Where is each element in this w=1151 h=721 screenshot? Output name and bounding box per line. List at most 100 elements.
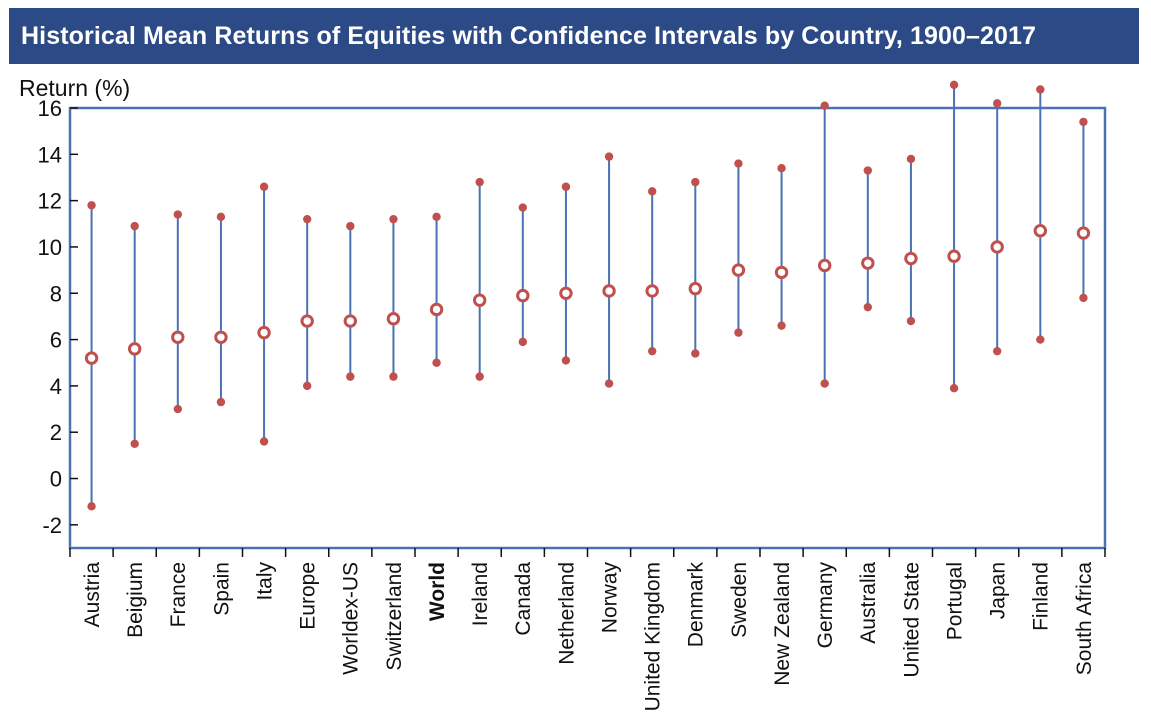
upper-bound-point xyxy=(432,212,441,222)
plot-frame xyxy=(68,106,1107,550)
upper-bound-point xyxy=(1036,85,1045,94)
upper-bound-point xyxy=(734,159,743,168)
x-tick-label: Norway xyxy=(598,562,621,634)
upper-bound-point xyxy=(691,177,700,187)
y-tick-label: -2 xyxy=(42,513,62,538)
mean-point xyxy=(84,351,99,365)
mean-point xyxy=(731,263,746,277)
mean-point xyxy=(429,302,444,317)
upper-bound-point xyxy=(820,101,829,110)
mean-point xyxy=(300,314,314,328)
y-tick-label: 14 xyxy=(38,142,62,167)
mean-point xyxy=(990,240,1004,254)
lower-bound-point xyxy=(820,379,829,388)
lower-bound-point xyxy=(130,439,139,448)
x-tick-label: France xyxy=(167,562,190,627)
lower-bound-point xyxy=(647,346,657,356)
upper-bound-point xyxy=(130,221,139,231)
chart-title-bar: Historical Mean Returns of Equities with… xyxy=(9,8,1139,64)
lower-bound-point xyxy=(518,337,528,347)
mean-point xyxy=(1033,224,1048,238)
mean-point xyxy=(559,286,573,300)
upper-bound-point xyxy=(906,154,916,164)
x-tick-label: Canada xyxy=(512,562,535,636)
chart-title: Historical Mean Returns of Equities with… xyxy=(21,21,1037,50)
upper-bound-point xyxy=(1079,117,1088,127)
mean-point xyxy=(817,258,832,273)
lower-bound-point xyxy=(691,349,700,358)
x-tick-label: United Kingdom xyxy=(642,562,665,711)
mean-point xyxy=(171,330,185,344)
x-tick-label: Netherland xyxy=(555,562,578,665)
lower-bound-point xyxy=(734,328,743,337)
mean-point xyxy=(602,284,616,298)
y-axis-label: Return (%) xyxy=(19,75,130,101)
upper-bound-point xyxy=(173,210,183,219)
lower-bound-point xyxy=(906,316,916,326)
upper-bound-point xyxy=(777,164,786,173)
mean-point xyxy=(861,256,875,270)
mean-point xyxy=(214,330,228,344)
x-tick-label: Portugal xyxy=(943,562,966,640)
x-tick-label: Denmark xyxy=(685,562,708,648)
lower-bound-point xyxy=(992,346,1002,356)
lower-bound-point xyxy=(1036,335,1045,344)
upper-bound-point xyxy=(216,212,226,222)
lower-bound-point xyxy=(949,384,959,393)
lower-bound-point xyxy=(604,379,614,388)
mean-point xyxy=(645,284,659,298)
lower-bound-point xyxy=(777,321,786,330)
upper-bound-point xyxy=(87,201,96,210)
upper-bound-point xyxy=(475,177,484,187)
x-tick-label: Italy xyxy=(253,562,276,601)
upper-bound-point xyxy=(863,166,873,175)
upper-bound-point xyxy=(389,214,398,224)
lower-bound-point xyxy=(863,302,873,312)
x-tick-label: Spain xyxy=(210,562,233,616)
mean-point xyxy=(1076,226,1091,240)
lower-bound-point xyxy=(475,372,484,381)
mean-point xyxy=(472,293,487,307)
x-tick-label: Japan xyxy=(987,562,1010,619)
x-tick-label: New Zealand xyxy=(771,562,794,686)
lower-bound-point xyxy=(432,358,441,367)
lower-bound-point xyxy=(216,397,226,407)
mean-point xyxy=(688,281,703,296)
upper-bound-point xyxy=(346,221,355,231)
x-tick-label: United State xyxy=(900,562,923,678)
x-tick-label: Germany xyxy=(814,562,837,649)
x-tick-label: Sweden xyxy=(728,562,751,638)
y-tick-label: 2 xyxy=(50,420,62,445)
errorbar-series xyxy=(84,80,1091,511)
x-tick-label: Austria xyxy=(81,562,104,628)
mean-point xyxy=(774,265,789,280)
x-tick-label: World xyxy=(426,562,449,621)
lower-bound-point xyxy=(87,502,96,511)
x-tick-label: Switzerland xyxy=(383,562,406,671)
x-tick-label: Australia xyxy=(857,562,880,644)
upper-bound-point xyxy=(518,203,528,212)
mean-point xyxy=(904,251,918,266)
mean-point xyxy=(516,288,530,303)
x-tick-label: Europe xyxy=(297,562,320,630)
upper-bound-point xyxy=(647,187,657,196)
x-tick-label: Worldex-US xyxy=(340,562,363,675)
lower-bound-point xyxy=(259,437,269,446)
mean-point xyxy=(386,312,401,326)
y-tick-label: 4 xyxy=(50,374,62,399)
lower-bound-point xyxy=(561,356,571,365)
y-tick-label: 12 xyxy=(38,189,62,214)
x-tick-label: Beigium xyxy=(124,562,147,638)
mean-point xyxy=(127,342,142,356)
upper-bound-point xyxy=(561,182,571,191)
mean-point xyxy=(343,314,358,328)
x-tick-label: Finland xyxy=(1030,562,1053,631)
lower-bound-point xyxy=(302,381,312,391)
upper-bound-point xyxy=(949,80,959,90)
y-tick-label: 6 xyxy=(50,328,62,353)
lower-bound-point xyxy=(1079,293,1088,303)
y-axis: 16 14 12 10 8 6 4 2 0 -2 xyxy=(38,96,78,538)
x-axis: Austria Beigium France Spain Italy Europe Worl… xyxy=(69,548,1106,711)
x-tick-label: Ireland xyxy=(469,562,492,626)
